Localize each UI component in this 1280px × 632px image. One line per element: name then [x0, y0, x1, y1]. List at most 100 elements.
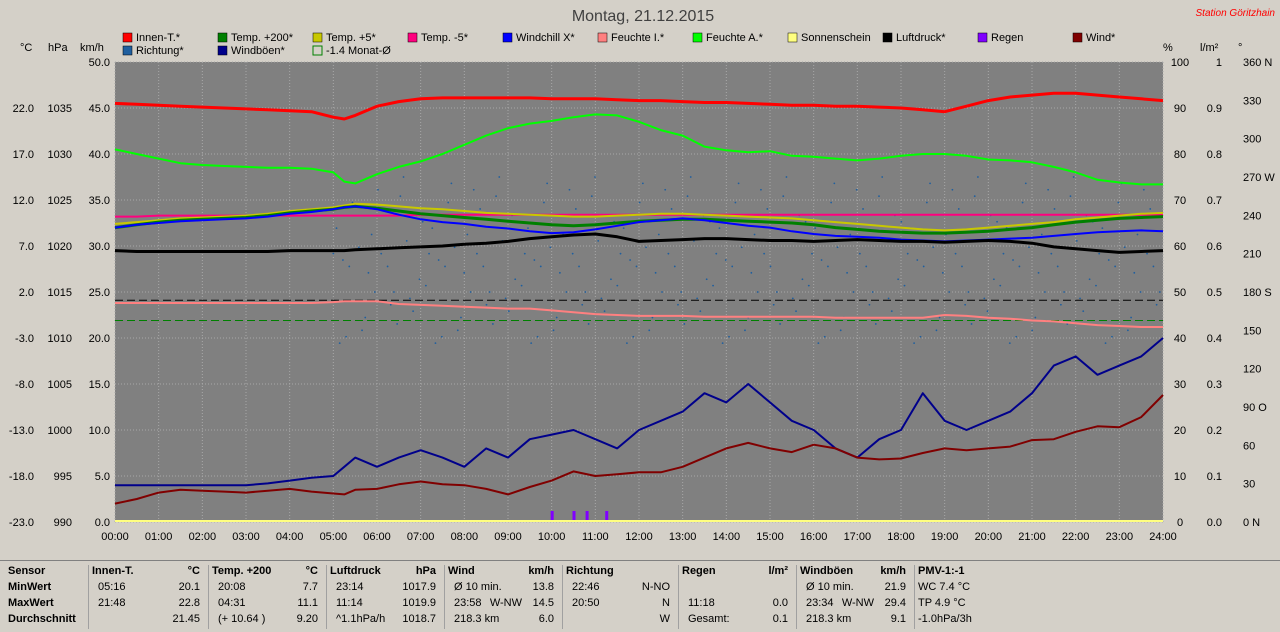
tick-pressure: 1015	[48, 287, 72, 299]
direction-dot	[731, 265, 734, 268]
legend-swatch	[597, 32, 608, 43]
direction-dot	[514, 278, 517, 281]
direction-dot	[858, 252, 861, 255]
direction-dot	[405, 239, 408, 242]
stats-cell-time: 11:18	[688, 597, 715, 609]
direction-dot	[744, 329, 746, 332]
direction-dot	[756, 291, 759, 293]
direction-dot	[1018, 265, 1021, 268]
stats-header: Innen-T. °C	[92, 563, 204, 579]
direction-dot	[549, 246, 552, 249]
tick-pressure: 1000	[48, 425, 72, 437]
direction-dot	[728, 335, 730, 338]
tick-temp: 7.0	[19, 241, 34, 253]
direction-dot	[925, 201, 928, 204]
tick-direction: 90 O	[1243, 402, 1267, 414]
direction-dot	[791, 297, 794, 300]
tick-rain: 0.9	[1207, 103, 1222, 115]
legend-item: Wind*	[1072, 32, 1116, 44]
legend-swatch	[787, 32, 798, 43]
direction-dot	[632, 335, 635, 338]
tick-temp: -23.0	[9, 517, 34, 529]
stats-cell-time: ^1.1hPa/h	[336, 613, 386, 625]
direction-dot	[648, 329, 651, 332]
direction-dot	[1088, 278, 1091, 281]
stats-cell-value: N	[662, 597, 670, 609]
legend-swatch	[312, 32, 323, 43]
direction-dot	[913, 342, 915, 345]
direction-dot	[775, 291, 778, 293]
direction-dot	[1047, 188, 1050, 191]
stats-cell-value: N-NO	[641, 581, 670, 593]
stats-cell-row: 23:14 1017.9	[330, 579, 440, 595]
stats-cell-value: 9.1	[890, 613, 906, 625]
direction-dot	[1117, 201, 1120, 204]
tick-temp: -8.0	[15, 379, 34, 391]
tick-pressure: 1035	[48, 103, 72, 115]
legend-label: Temp. +200*	[231, 32, 294, 44]
tick-pressure: 990	[54, 517, 72, 529]
stats-cell-row: 11:14 1019.9	[330, 595, 440, 611]
direction-dot	[721, 342, 724, 345]
stats-cell-row: 22:46 N-NO	[566, 579, 674, 595]
direction-dot	[957, 208, 960, 210]
tick-temp: -3.0	[15, 333, 34, 345]
legend-label: Richtung*	[136, 45, 184, 57]
direction-dot	[740, 246, 743, 249]
direction-dot	[906, 252, 909, 255]
tick-wind: 5.0	[95, 471, 110, 483]
direction-dot	[1034, 316, 1037, 319]
tick-wind: 35.0	[89, 195, 110, 207]
direction-dot	[1139, 291, 1142, 293]
stats-cell-row: 21:48 22.8	[92, 595, 204, 611]
direction-dot	[935, 329, 938, 332]
tick-rain: 0.5	[1207, 287, 1222, 299]
stats-separator	[208, 565, 209, 629]
legend-swatch	[312, 45, 323, 56]
direction-dot	[970, 323, 973, 325]
direction-dot	[1101, 227, 1104, 230]
legend-swatch	[407, 32, 418, 43]
stats-label-min: MinWert	[8, 581, 52, 593]
stats-header-label: Wind	[448, 565, 475, 577]
stats-separator	[88, 565, 89, 629]
tick-temp: 22.0	[13, 103, 34, 115]
tick-hour: 03:00	[232, 531, 260, 543]
direction-dot	[801, 278, 804, 281]
direction-dot	[1056, 265, 1059, 268]
direction-dot	[977, 176, 979, 178]
stats-label-avg: Durchschnitt	[8, 613, 76, 625]
stats-cell-time: 21:48	[98, 597, 126, 609]
direction-dot	[466, 233, 469, 236]
legend-swatch	[217, 45, 228, 56]
direction-dot	[785, 176, 788, 178]
direction-dot	[868, 303, 871, 306]
stats-cell-row: -1.0hPa/3h	[918, 611, 1008, 627]
tick-direction: 240	[1243, 210, 1261, 222]
tick-hour: 01:00	[145, 531, 173, 543]
legend-item: Innen-T.*	[122, 32, 181, 44]
direction-dot	[619, 252, 622, 255]
direction-dot	[578, 265, 580, 268]
tick-hour: 05:00	[320, 531, 348, 543]
tick-hour: 21:00	[1018, 531, 1046, 543]
stats-header-label: Richtung	[566, 565, 614, 577]
direction-dot	[1126, 329, 1129, 332]
direction-dot	[1111, 335, 1113, 338]
direction-dot	[460, 316, 462, 319]
direction-dot	[558, 271, 561, 274]
direction-dot	[661, 291, 663, 293]
stats-cell-value: 21.45	[172, 613, 200, 625]
direction-dot	[581, 303, 584, 306]
direction-dot	[638, 201, 641, 204]
tick-hour: 02:00	[189, 531, 217, 543]
stats-header: Temp. +200 °C	[212, 563, 322, 579]
direction-dot	[881, 176, 884, 178]
direction-dot	[922, 265, 925, 268]
direction-dot	[485, 303, 488, 306]
stats-cell-time: 04:31	[218, 597, 246, 609]
stats-cell-value: 20.1	[178, 581, 200, 593]
tick-wind: 30.0	[89, 241, 110, 253]
direction-dot	[734, 201, 737, 204]
stats-cell-value: 9.20	[296, 613, 318, 625]
